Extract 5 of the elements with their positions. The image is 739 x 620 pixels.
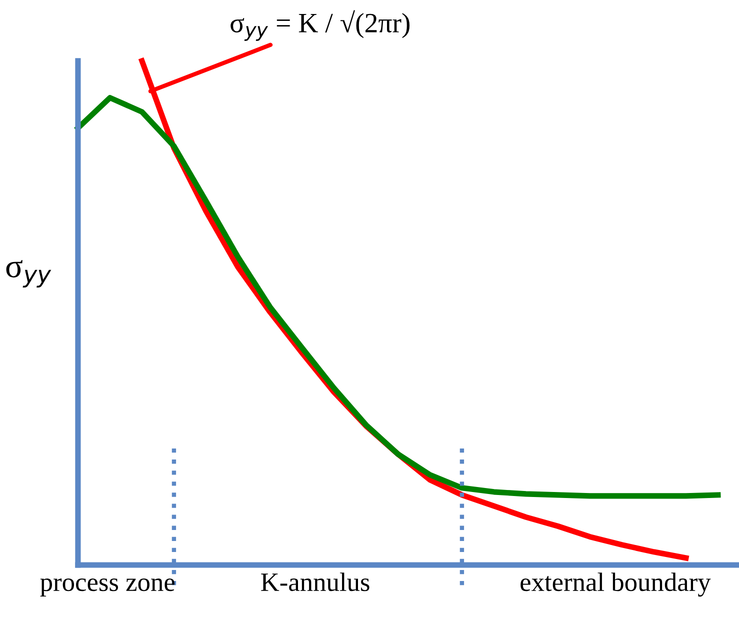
text: external boundary — [520, 572, 711, 597]
text: process zone — [40, 578, 174, 596]
text: K-annulus — [261, 572, 370, 592]
y-axis-title: σ$_{yy}$ — [6, 260, 52, 288]
text: σ$_{yy}$ = K / √(2πr) — [230, 10, 410, 41]
